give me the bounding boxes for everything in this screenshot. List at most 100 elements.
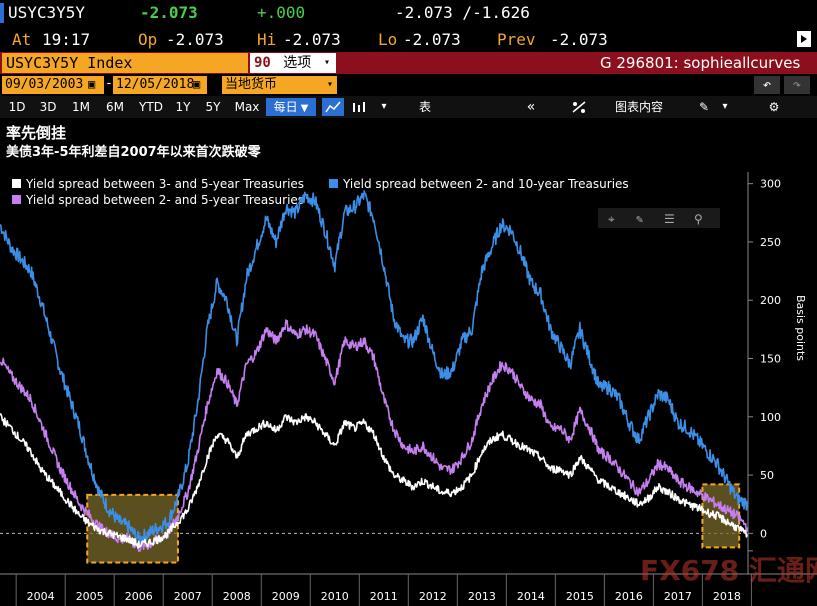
y-tick-label: 300 [760, 178, 781, 191]
legend-label-3y5y: Yield spread between 3- and 5-year Treas… [25, 177, 304, 191]
security-name: USYC3Y5Y Index [6, 54, 133, 72]
frequency-select[interactable]: 每日 ▼ [266, 98, 316, 116]
low-value: -2.073 [403, 30, 461, 49]
period-max[interactable]: Max [234, 100, 260, 114]
frequency-chevron-icon: ▼ [300, 103, 309, 114]
settings-icon[interactable]: ⚙ [768, 100, 780, 114]
x-tick-label: 2004 [27, 590, 55, 603]
options-chevron-icon: ▾ [323, 57, 330, 68]
x-tick-label: 2017 [664, 590, 692, 603]
y-tick-label: 250 [760, 236, 781, 249]
chart-tools: ⌖ ✎ ☰ ⚲ [598, 208, 720, 228]
legend-label-2y10y: Yield spread between 2- and 10-year Trea… [342, 177, 629, 191]
line-chart-icon[interactable] [322, 98, 344, 116]
quote-time: 19:17 [42, 30, 91, 49]
redo-icon[interactable]: ↷ [784, 76, 810, 94]
draw-icon[interactable]: ✎ [636, 212, 643, 226]
edit-icon[interactable]: ✎ [698, 100, 710, 114]
x-tick-label: 2015 [566, 590, 594, 603]
x-tick-label: 2016 [615, 590, 643, 603]
ticker-symbol[interactable]: USYC3Y5Y [8, 3, 86, 22]
collapse-icon[interactable]: « [526, 99, 536, 115]
chart-type-chevron-icon[interactable]: ▾ [381, 101, 387, 112]
period-ytd[interactable]: YTD [139, 100, 163, 114]
export-icon[interactable] [795, 29, 813, 49]
last-price: -2.073 [140, 3, 198, 22]
x-tick-label: 2018 [713, 590, 741, 603]
price-change: +.000 [257, 3, 306, 22]
start-date: 09/03/2003 [5, 77, 84, 92]
high-label: Hi [257, 30, 277, 49]
chart-tools-bg [598, 208, 720, 228]
period-1y[interactable]: 1Y [175, 100, 191, 114]
currency-select[interactable]: 当地货币 ▾ [222, 76, 337, 94]
y-tick-label: 200 [760, 294, 781, 307]
open-value: -2.073 [166, 30, 224, 49]
annotation-list-icon[interactable]: ☰ [664, 212, 675, 226]
x-tick-label: 2014 [517, 590, 545, 603]
quote-stats: At 19:17 Op -2.073 Hi -2.073 Lo -2.073 P… [0, 26, 817, 52]
x-tick-label: 2009 [272, 590, 300, 603]
options-number: 90 [254, 55, 271, 71]
open-label: Op [138, 30, 158, 49]
legend-swatch-3y5y [12, 179, 21, 188]
y-axis: 0 50 100 150 200 250 300 [747, 172, 781, 574]
currency-chevron-icon: ▾ [326, 79, 333, 90]
options-button[interactable]: 90 选项 ▾ [250, 53, 336, 73]
x-tick-label: 2005 [76, 590, 104, 603]
x-tick-label: 2008 [223, 590, 251, 603]
launchpad-name[interactable]: G 296801: sophieallcurves [600, 54, 801, 72]
ticker-bar: USYC3Y5Y -2.073 +.000 -2.073 /-1.626 [0, 0, 817, 26]
crosshair-icon[interactable]: ⌖ [608, 212, 615, 226]
frequency-value: 每日 [273, 100, 298, 114]
options-label: 选项 [283, 55, 312, 71]
y-tick-label: 0 [760, 527, 767, 540]
start-date-input[interactable]: 09/03/2003 [2, 76, 104, 94]
compare-icon[interactable] [568, 98, 590, 116]
series-lines [0, 190, 749, 552]
end-date-input[interactable]: 12/05/2018 [113, 76, 207, 94]
ticker-marker [0, 3, 4, 23]
legend-label-2y5y: Yield spread between 2- and 5-year Treas… [25, 193, 304, 207]
at-label: At [12, 30, 32, 49]
y-tick-label: 100 [760, 411, 781, 424]
x-tick-label: 2007 [174, 590, 202, 603]
chart-toolbar: 1D 3D 1M 6M YTD 1Y 5Y Max 每日 ▼ ▾ 表 « 图表内容… [0, 96, 817, 118]
security-bar: USYC3Y5Y Index 90 选项 ▾ G 296801: sophiea… [0, 52, 817, 74]
chart-subtitle: 美债3年-5年利差自2007年以来首次跌破零 [6, 144, 262, 160]
table-button[interactable]: 表 [418, 100, 431, 114]
chart-content-button[interactable]: 图表内容 [614, 100, 663, 114]
end-date: 12/05/2018 [116, 77, 195, 92]
x-tick-label: 2006 [125, 590, 153, 603]
legend-swatch-2y5y [12, 195, 21, 204]
y-tick-label: 150 [760, 353, 781, 366]
price-range: -2.073 /-1.626 [395, 3, 530, 22]
period-1m[interactable]: 1M [72, 100, 90, 114]
zoom-icon[interactable]: ⚲ [694, 212, 703, 226]
period-5y[interactable]: 5Y [205, 100, 221, 114]
x-tick-label: 2013 [468, 590, 496, 603]
series-line-3 [0, 413, 749, 549]
series-line-1 [0, 190, 749, 545]
undo-icon[interactable]: ↶ [754, 76, 780, 94]
y-axis-label: Basis points [794, 295, 807, 361]
chart-area[interactable]: 率先倒挂 美债3年-5年利差自2007年以来首次跌破零 Yield spread… [0, 118, 817, 606]
period-3d[interactable]: 3D [39, 100, 57, 114]
period-1d[interactable]: 1D [8, 100, 26, 114]
edit-chevron-icon[interactable]: ▾ [722, 101, 728, 112]
x-tick-label: 2012 [419, 590, 447, 603]
prev-label: Prev [497, 30, 536, 49]
start-calendar-icon[interactable]: ▣ [88, 77, 96, 91]
currency-value: 当地货币 [225, 77, 278, 92]
bar-chart-icon[interactable] [348, 98, 370, 116]
date-range-bar: 09/03/2003 ▣ - 12/05/2018 ▣ 当地货币 ▾ ↶ ↷ [0, 74, 817, 96]
watermark: FX678 汇通网 [640, 554, 817, 587]
date-separator: - [105, 76, 113, 91]
security-field[interactable]: USYC3Y5Y Index [2, 53, 248, 73]
x-axis: 2004 2005 2006 2007 2008 2009 2010 2011 2012 2013… [0, 573, 817, 606]
x-tick-label: 2011 [370, 590, 398, 603]
chart-legend: Yield spread between 3- and 5-year Treas… [12, 177, 629, 207]
end-calendar-icon[interactable]: ▣ [193, 77, 201, 91]
x-tick-label: 2010 [321, 590, 349, 603]
period-6m[interactable]: 6M [106, 100, 124, 114]
